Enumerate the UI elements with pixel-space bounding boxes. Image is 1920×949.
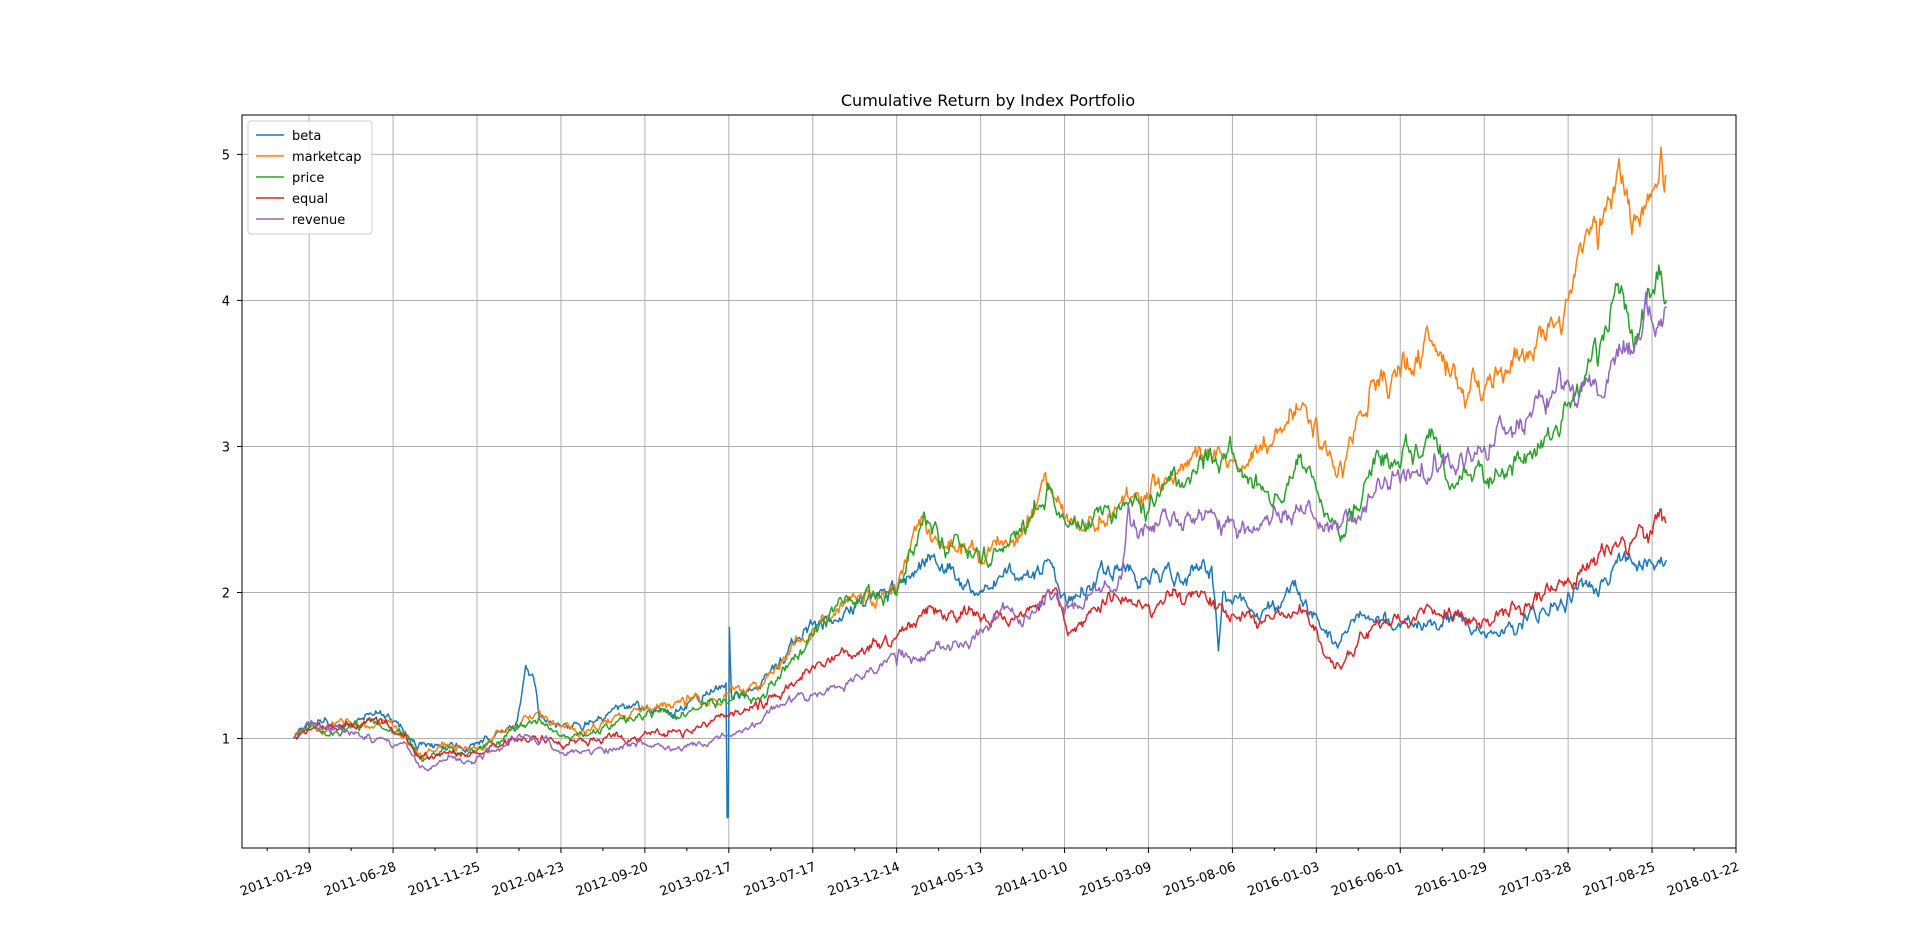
x-axis: 2011-01-29 2011-06-28 2011-11-25 2012-04-23… bbox=[238, 848, 1741, 900]
chart-title: Cumulative Return by Index Portfolio bbox=[841, 91, 1135, 110]
legend-label: revenue bbox=[292, 213, 345, 228]
x-tick-label: 2017-03-28 bbox=[1497, 860, 1573, 900]
x-tick-label: 2016-10-29 bbox=[1413, 860, 1489, 900]
plot-frame bbox=[241, 114, 1737, 849]
series-lines bbox=[292, 146, 1668, 819]
y-tick-label: 1 bbox=[222, 732, 230, 747]
x-tick-label: 2018-01-22 bbox=[1665, 860, 1741, 900]
legend-box bbox=[247, 120, 373, 235]
x-tick-label: 2015-03-09 bbox=[1078, 860, 1154, 900]
legend-label: equal bbox=[292, 192, 328, 207]
x-tick-label: 2013-02-17 bbox=[658, 860, 734, 900]
series-line-equal bbox=[292, 508, 1667, 760]
y-tick-label: 3 bbox=[222, 440, 230, 455]
x-tick-label: 2012-04-23 bbox=[490, 860, 566, 900]
x-tick-label: 2016-06-01 bbox=[1330, 860, 1406, 900]
x-tick-label: 2011-01-29 bbox=[238, 860, 314, 900]
x-tick-label: 2013-07-17 bbox=[742, 860, 818, 900]
x-tick-label: 2012-09-20 bbox=[574, 860, 650, 900]
series-line-price bbox=[293, 264, 1668, 762]
x-tick-label: 2016-01-03 bbox=[1246, 860, 1322, 900]
y-tick-label: 2 bbox=[222, 586, 230, 601]
legend: beta marketcap price equal revenue bbox=[247, 120, 373, 235]
x-tick-label: 2017-08-25 bbox=[1581, 860, 1657, 900]
y-tick-label: 5 bbox=[222, 148, 230, 163]
legend-label: beta bbox=[292, 129, 321, 144]
x-tick-label: 2013-12-14 bbox=[826, 860, 902, 900]
x-tick-label: 2014-10-10 bbox=[994, 860, 1070, 900]
x-tick-label: 2011-11-25 bbox=[406, 860, 482, 900]
series-line-revenue bbox=[293, 291, 1668, 772]
x-tick-label: 2015-08-06 bbox=[1162, 860, 1238, 900]
series-line-beta bbox=[292, 551, 1668, 819]
y-tick-label: 4 bbox=[222, 294, 230, 309]
legend-label: marketcap bbox=[292, 150, 362, 165]
x-tick-label: 2011-06-28 bbox=[322, 860, 398, 900]
y-axis: 1 2 3 4 5 bbox=[222, 148, 242, 747]
x-tick-label: 2014-05-13 bbox=[910, 860, 986, 900]
legend-label: price bbox=[292, 171, 324, 186]
